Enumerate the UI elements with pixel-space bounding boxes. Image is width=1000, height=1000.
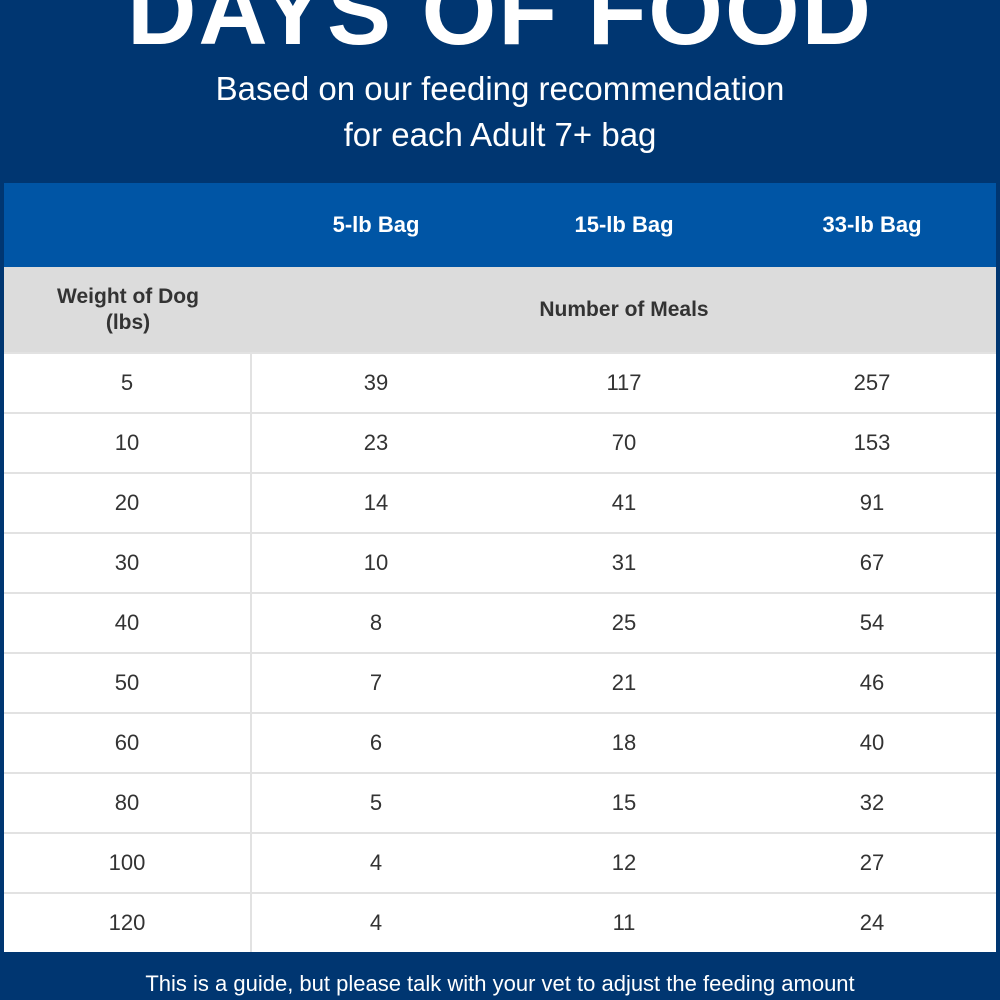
table-row: 120 4 11 24 (4, 892, 996, 952)
table-row: 100 4 12 27 (4, 832, 996, 892)
subtitle-line: Based on our feeding recommendation (215, 70, 785, 107)
weight-header-line: Weight of Dog (57, 284, 199, 308)
meals-cell: 8 (369, 610, 383, 635)
header-5lb: 5-lb Bag (332, 212, 420, 237)
bag-size-header-row: 5-lb Bag 15-lb Bag 33-lb Bag (4, 183, 996, 267)
header-33lb: 33-lb Bag (822, 212, 922, 237)
meals-cell: 23 (363, 430, 389, 455)
table-row: 60 6 18 40 (4, 712, 996, 772)
meals-cell: 12 (611, 850, 637, 875)
footer-note: This is a guide, but please talk with yo… (0, 955, 1000, 1000)
table-row: 5 39 117 257 (4, 352, 996, 412)
weight-cell: 50 (4, 654, 252, 712)
subheader-row: Weight of Dog (lbs) Number of Meals (4, 267, 996, 352)
weight-cell: 100 (4, 834, 252, 892)
subtitle: Based on our feeding recommendation for … (0, 66, 1000, 158)
meals-cell: 11 (612, 910, 636, 935)
meals-cell: 15 (611, 790, 637, 815)
meals-cell: 10 (363, 550, 389, 575)
table-row: 40 8 25 54 (4, 592, 996, 652)
weight-header-unit: (lbs) (105, 310, 151, 334)
meals-cell: 40 (859, 730, 885, 755)
meals-cell: 91 (859, 490, 885, 515)
meals-cell: 31 (611, 550, 637, 575)
weight-cell: 20 (4, 474, 252, 532)
weight-cell: 5 (4, 354, 252, 412)
weight-cell: 40 (4, 594, 252, 652)
meals-cell: 117 (606, 370, 642, 395)
table-row: 30 10 31 67 (4, 532, 996, 592)
meals-cell: 24 (859, 910, 885, 935)
meals-cell: 153 (853, 430, 891, 455)
weight-cell: 120 (4, 894, 252, 952)
table-row: 80 5 15 32 (4, 772, 996, 832)
meals-cell: 4 (369, 910, 383, 935)
page-title: DAYS OF FOOD (127, 0, 873, 65)
meals-cell: 32 (859, 790, 885, 815)
meals-cell: 257 (853, 370, 891, 395)
weight-cell: 60 (4, 714, 252, 772)
table-row: 10 23 70 153 (4, 412, 996, 472)
meals-cell: 7 (369, 670, 383, 695)
meals-cell: 5 (369, 790, 383, 815)
subtitle-line: for each Adult 7+ bag (343, 116, 657, 153)
meals-cell: 27 (859, 850, 885, 875)
meals-cell: 39 (363, 370, 389, 395)
meals-cell: 25 (611, 610, 637, 635)
weight-cell: 80 (4, 774, 252, 832)
meals-cell: 14 (363, 490, 389, 515)
weight-header: Weight of Dog (lbs) (4, 284, 252, 336)
table-row: 50 7 21 46 (4, 652, 996, 712)
meals-cell: 21 (611, 670, 637, 695)
meals-cell: 41 (611, 490, 637, 515)
meals-header: Number of Meals (539, 297, 709, 321)
header-15lb: 15-lb Bag (574, 212, 674, 237)
meals-cell: 46 (859, 670, 885, 695)
meals-cell: 70 (611, 430, 637, 455)
weight-cell: 30 (4, 534, 252, 592)
table-row: 20 14 41 91 (4, 472, 996, 532)
table-body: 5 39 117 257 10 23 70 153 20 14 41 91 30 10 31 67 40 8 25 5… (4, 352, 996, 952)
weight-cell: 10 (4, 414, 252, 472)
meals-cell: 4 (369, 850, 383, 875)
meals-cell: 18 (611, 730, 637, 755)
feeding-table: 5-lb Bag 15-lb Bag 33-lb Bag Weight of D… (4, 183, 996, 952)
meals-cell: 67 (859, 550, 885, 575)
meals-cell: 54 (859, 610, 885, 635)
meals-cell: 6 (369, 730, 383, 755)
